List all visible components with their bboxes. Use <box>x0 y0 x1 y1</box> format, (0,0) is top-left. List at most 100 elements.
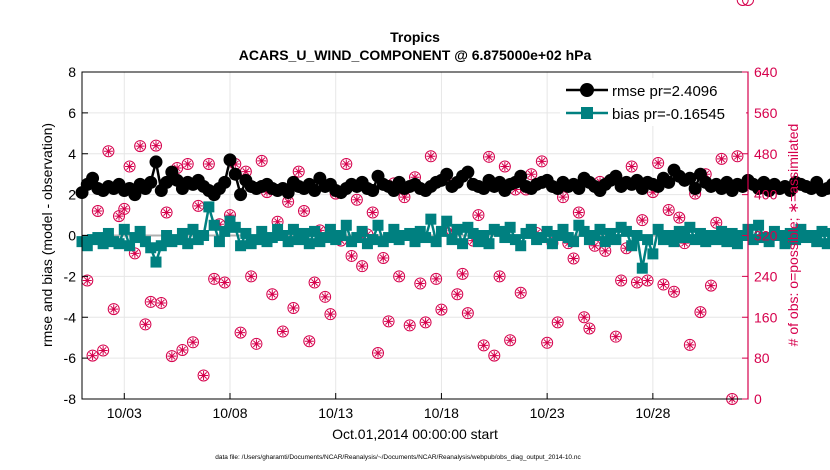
obs-possible-circle <box>187 336 199 349</box>
right-tick-label: 80 <box>754 350 770 366</box>
obs-assimilated-asterisk <box>267 289 277 299</box>
bias-point <box>409 236 421 248</box>
obs-possible-circle <box>419 316 432 329</box>
obs-assimilated-asterisk <box>310 278 320 288</box>
obs-assimilated-asterisk <box>347 251 357 261</box>
obs-assimilated-asterisk <box>405 320 415 330</box>
obs-possible-circle <box>202 157 215 170</box>
rmse-series <box>75 153 830 202</box>
obs-assimilated-asterisk <box>135 141 145 151</box>
obs-count-marker <box>504 334 517 347</box>
obs-count-marker <box>287 302 300 315</box>
obs-possible-circle <box>662 203 675 216</box>
obs-count-marker <box>255 154 268 167</box>
rmse-point <box>366 184 380 198</box>
obs-assimilated-asterisk <box>680 238 690 248</box>
obs-assimilated-asterisk <box>431 274 441 284</box>
rmse-point <box>281 186 295 200</box>
bias-point <box>636 262 648 274</box>
bias-point <box>795 223 807 235</box>
obs-assimilated-asterisk <box>484 152 494 162</box>
obs-assimilated-asterisk <box>452 289 462 299</box>
obs-possible-circle <box>377 251 390 264</box>
bias-point <box>129 232 141 244</box>
obs-assimilated-asterisk <box>558 192 568 202</box>
obs-count-marker <box>493 270 506 283</box>
obs-possible-circle <box>372 347 384 360</box>
bias-point <box>155 240 167 252</box>
bias-point <box>451 223 463 235</box>
obs-assimilated-asterisk <box>537 156 547 166</box>
obs-count-marker <box>176 343 189 356</box>
obs-assimilated-asterisk <box>627 162 637 172</box>
obs-possible-circle <box>139 318 152 331</box>
bias-point <box>536 232 548 244</box>
right-tick-label: 640 <box>754 64 778 80</box>
rmse-point <box>514 169 528 183</box>
left-tick-label: 4 <box>68 146 76 162</box>
obs-count-marker <box>192 199 205 212</box>
obs-possible-circle <box>731 150 744 163</box>
bias-point <box>568 236 580 248</box>
bias-point <box>102 227 114 239</box>
obs-possible-circle <box>382 315 395 328</box>
obs-possible-circle <box>308 276 321 289</box>
obs-count-marker <box>165 350 178 363</box>
bias-point <box>774 230 786 241</box>
obs-count-marker <box>535 155 548 168</box>
obs-possible-circle <box>636 214 649 227</box>
right-tick-label: 480 <box>754 146 778 162</box>
obs-possible-circle <box>461 307 474 320</box>
bias-point <box>721 236 733 248</box>
obs-count-marker <box>551 316 564 329</box>
bias-point <box>710 234 722 246</box>
obs-count-marker <box>123 160 136 173</box>
obs-assimilated-asterisk <box>373 348 383 358</box>
obs-assimilated-asterisk <box>632 278 642 288</box>
bias-point <box>282 236 294 248</box>
obs-count-marker <box>668 285 680 298</box>
obs-possible-circle <box>493 270 506 283</box>
obs-count-marker <box>377 251 390 264</box>
obs-possible-circle <box>324 308 337 321</box>
obs-assimilated-asterisk <box>384 316 394 326</box>
obs-possible-circle <box>668 285 680 298</box>
obs-assimilated-asterisk <box>648 187 658 197</box>
obs-assimilated-asterisk <box>643 275 653 285</box>
obs-assimilated-asterisk <box>246 271 256 281</box>
bias-point <box>462 221 474 233</box>
obs-count-marker <box>673 211 686 224</box>
obs-assimilated-asterisk <box>236 328 246 338</box>
obs-possible-circle <box>118 202 131 215</box>
rmse-point <box>234 188 248 202</box>
obs-possible-circle <box>345 249 358 262</box>
rmse-point <box>160 175 174 189</box>
right-tick-label: 0 <box>754 391 762 407</box>
obs-assimilated-asterisk <box>600 246 610 256</box>
right-tick-label: 320 <box>754 228 778 244</box>
obs-count-marker <box>631 276 643 289</box>
right-tick-label: 240 <box>754 268 778 284</box>
left-tick-label: 2 <box>68 187 76 203</box>
bias-point <box>663 230 675 241</box>
bias-point <box>219 225 231 237</box>
obs-possible-circle <box>97 344 110 357</box>
obs-assimilated-asterisk <box>695 307 705 317</box>
x-axis: 10/03 10/08 10/13 10/18 10/23 10/28 <box>107 393 671 421</box>
rmse-point <box>440 167 454 181</box>
obs-assimilated-asterisk <box>183 159 193 169</box>
obs-assimilated-asterisk <box>357 261 367 271</box>
obs-assimilated-asterisk <box>658 280 668 290</box>
obs-possible-circle <box>234 326 247 339</box>
obs-assimilated-asterisk <box>288 303 298 313</box>
obs-count-marker <box>372 347 384 360</box>
bias-point <box>171 234 183 246</box>
bias-point <box>266 232 278 244</box>
obs-possible-circle <box>715 152 728 165</box>
obs-possible-circle <box>477 339 490 352</box>
x-tick-label: 10/23 <box>530 405 565 421</box>
obs-count-marker <box>91 204 104 217</box>
obs-assimilated-asterisk <box>172 163 182 173</box>
obs-assimilated-asterisk <box>119 204 129 214</box>
obs-count-marker <box>737 0 749 6</box>
